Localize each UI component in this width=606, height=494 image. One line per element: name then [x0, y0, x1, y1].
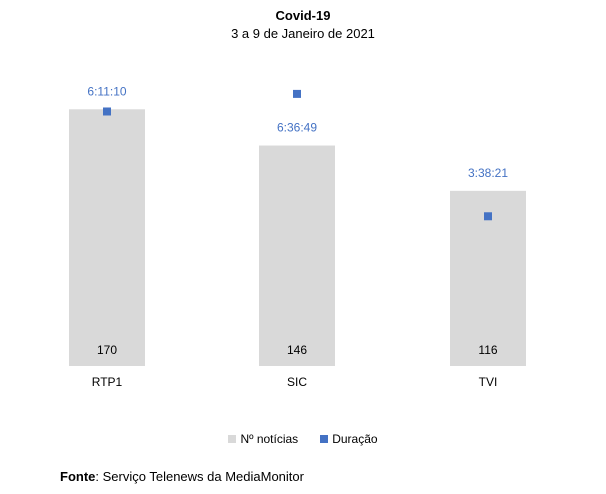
- bar-sic: [259, 145, 335, 366]
- source-note: Fonte: Serviço Telenews da MediaMonitor: [60, 469, 304, 484]
- legend-label-duration: Duração: [332, 432, 378, 446]
- bar-value-label: 116: [478, 343, 497, 357]
- legend-swatch-duration: [320, 435, 329, 443]
- x-tick-label: SIC: [287, 375, 307, 389]
- bar-value-label: 146: [287, 343, 307, 357]
- duration-marker-tvi: [484, 212, 492, 221]
- chart-subtitle: 3 a 9 de Janeiro de 2021: [231, 26, 375, 41]
- chart-title: Covid-19: [275, 8, 331, 23]
- x-tick-label: RTP1: [92, 375, 123, 389]
- duration-label: 3:38:21: [468, 166, 508, 180]
- legend-item-duration: Duração: [320, 432, 378, 446]
- chart-plot-area: 170 6:11:10 RTP1 146 6:36:49 SIC 116 3:38:21 TVI: [69, 84, 526, 389]
- bar-rtp1: [69, 109, 145, 367]
- x-tick-label: TVI: [479, 375, 498, 389]
- duration-label: 6:11:10: [87, 84, 126, 98]
- legend-swatch-news-count: [228, 435, 237, 443]
- bar-value-label: 170: [97, 343, 117, 357]
- source-label: Fonte: [60, 469, 96, 484]
- source-text: : Serviço Telenews da MediaMonitor: [95, 469, 304, 484]
- duration-label: 6:36:49: [277, 121, 317, 135]
- chart-legend: Nº notícias Duração: [0, 432, 606, 446]
- legend-label-news-count: Nº notícias: [240, 432, 299, 446]
- legend-item-news-count: Nº notícias: [228, 432, 298, 446]
- duration-marker-rtp1: [103, 107, 111, 116]
- duration-marker-sic: [293, 89, 301, 98]
